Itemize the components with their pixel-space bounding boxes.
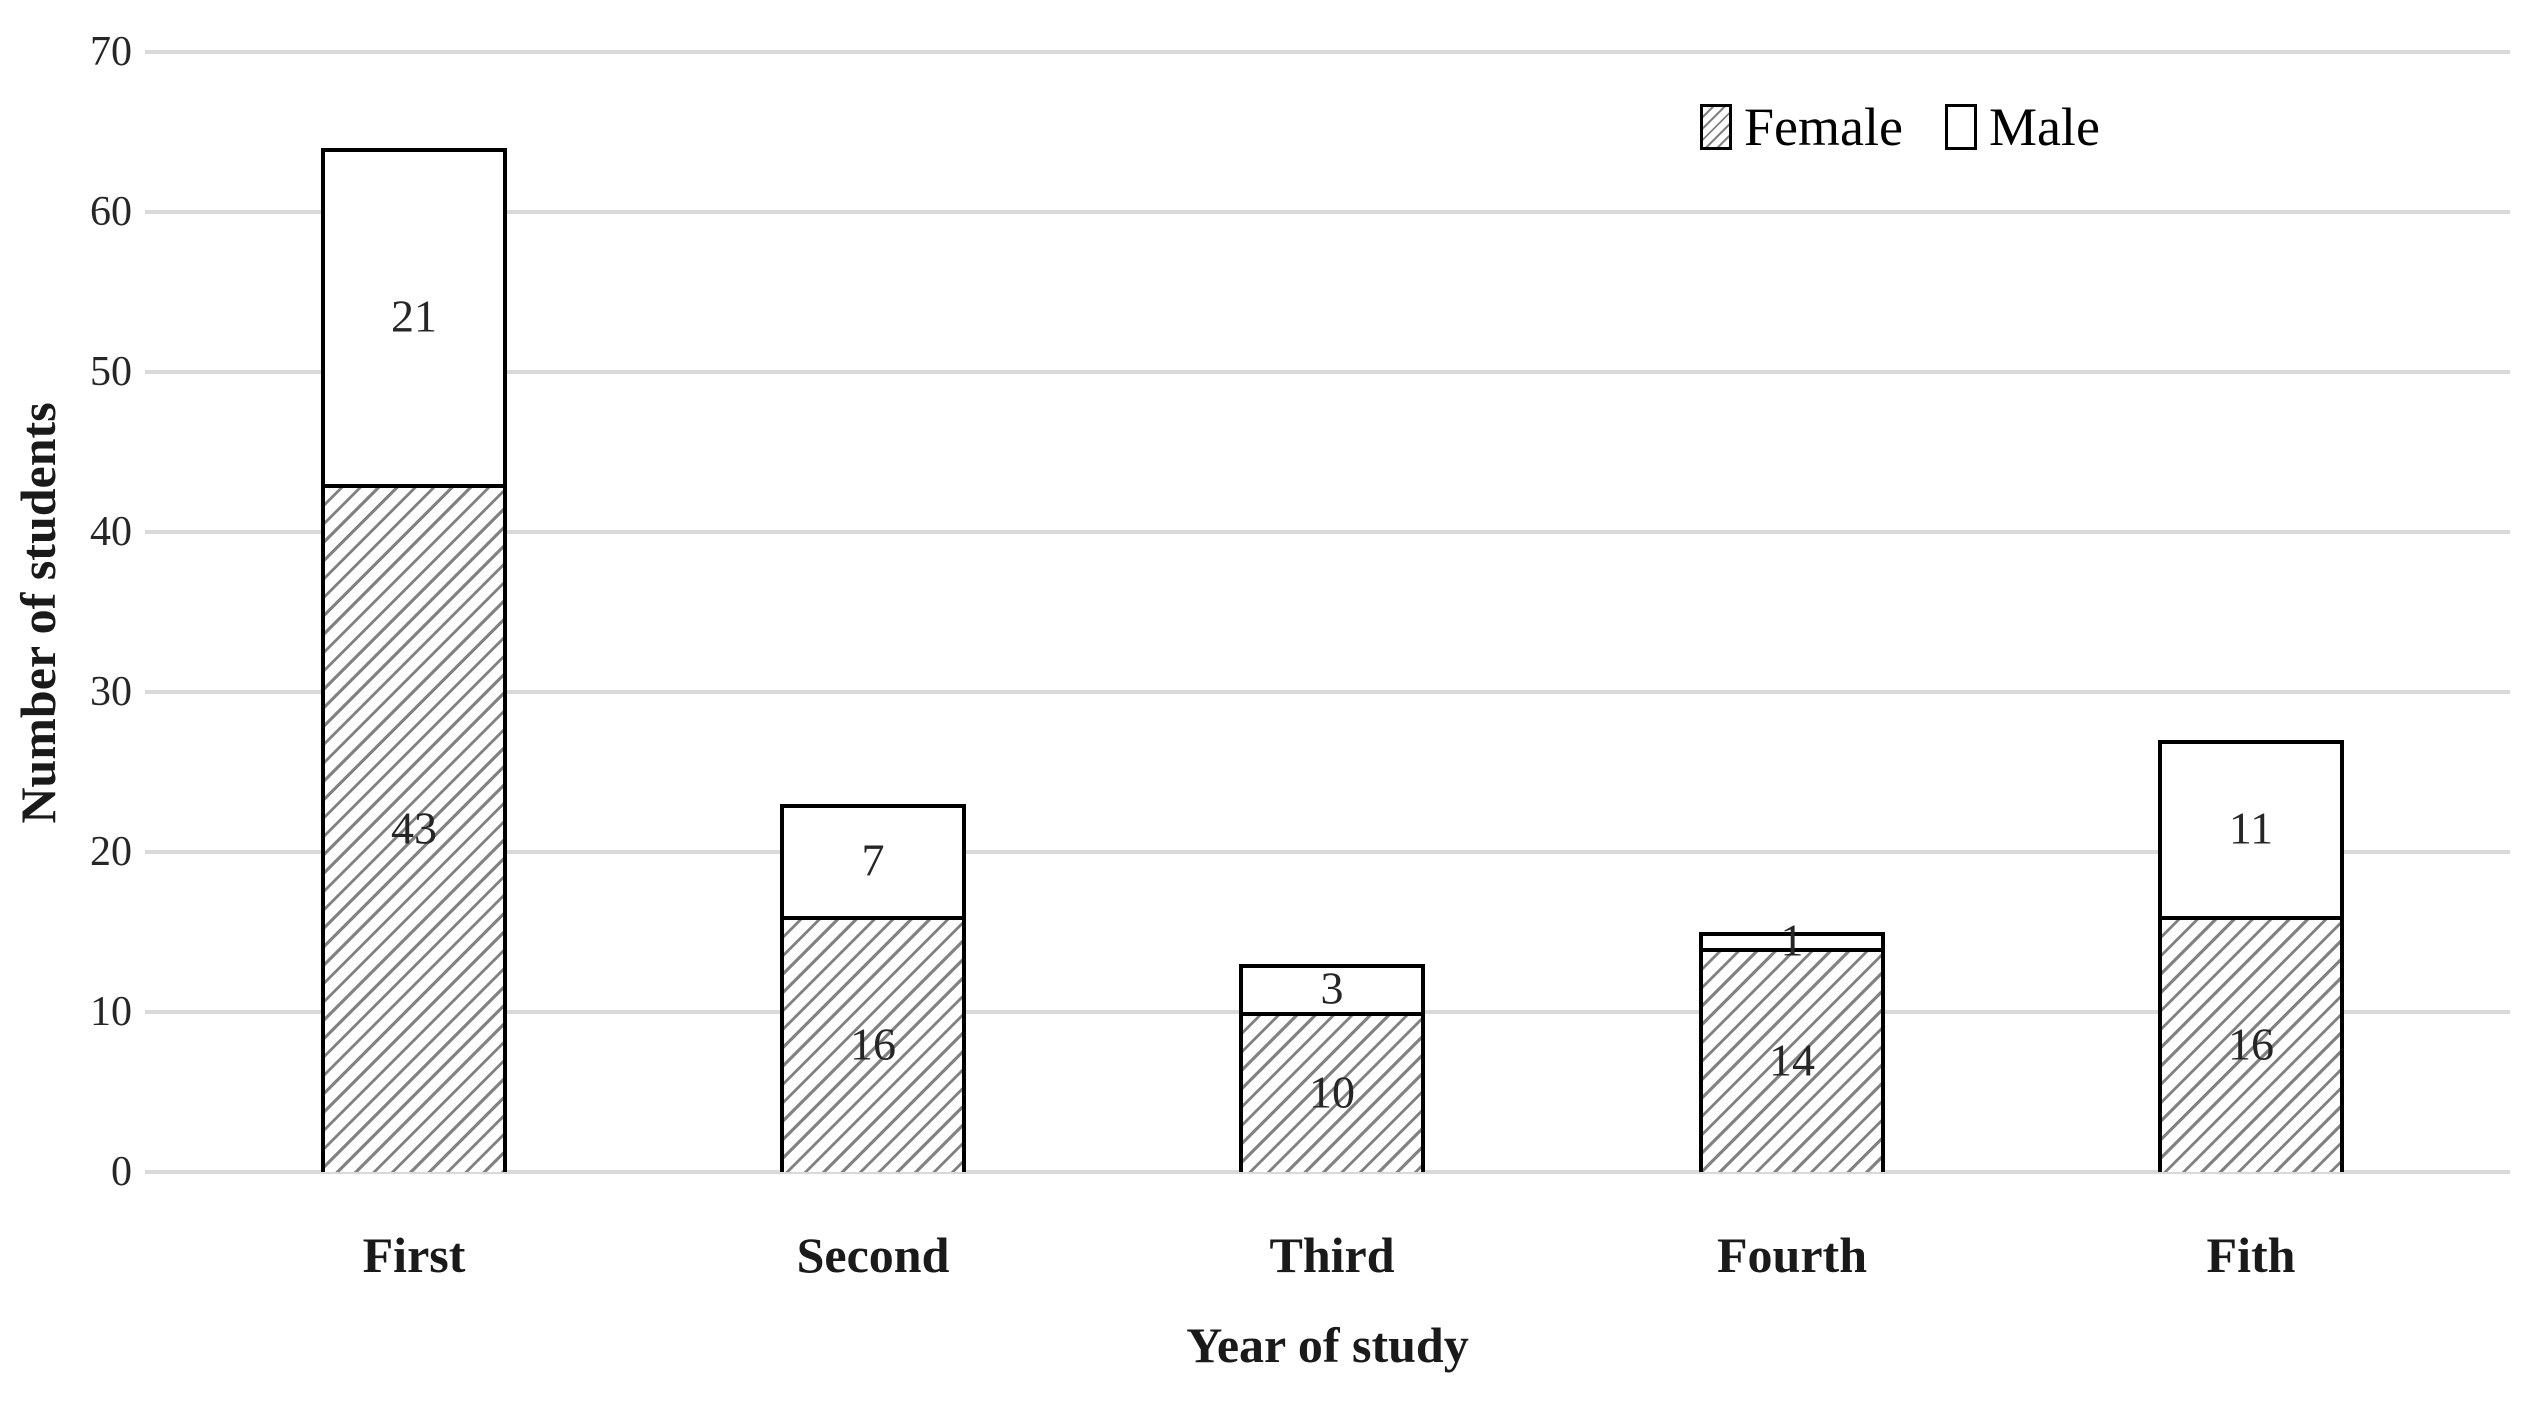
legend-label-male: Male bbox=[1988, 97, 2100, 157]
male-value-label: 3 bbox=[1320, 962, 1344, 1014]
category-label-fith: Fith bbox=[2206, 1227, 2296, 1283]
male-segment bbox=[1699, 932, 1885, 948]
bar-fith bbox=[2158, 740, 2344, 1172]
gridline-70 bbox=[145, 50, 2510, 54]
category-label-fourth: Fourth bbox=[1717, 1227, 1867, 1283]
male-segment bbox=[2158, 740, 2344, 916]
female-value-label: 14 bbox=[1769, 1034, 1815, 1086]
female-segment bbox=[1239, 1012, 1425, 1172]
male-segment bbox=[1239, 964, 1425, 1012]
gridline-50 bbox=[145, 370, 2510, 374]
bar-first bbox=[321, 148, 507, 1172]
legend-item-female: Female bbox=[1700, 96, 1903, 158]
y-tick-label-20: 20 bbox=[90, 829, 132, 875]
gridline-30 bbox=[145, 690, 2510, 694]
x-axis-title: Year of study bbox=[1186, 1317, 1469, 1373]
male-value-label: 7 bbox=[861, 834, 885, 886]
category-label-third: Third bbox=[1269, 1227, 1395, 1283]
female-segment bbox=[780, 916, 966, 1172]
female-hatch-swatch-icon bbox=[1700, 104, 1732, 150]
male-value-label: 11 bbox=[2228, 802, 2274, 854]
male-segment bbox=[780, 804, 966, 916]
male-segment bbox=[321, 148, 507, 484]
female-value-label: 43 bbox=[391, 802, 437, 854]
gridline-0 bbox=[145, 1170, 2510, 1174]
male-value-label: 1 bbox=[1780, 914, 1804, 966]
y-tick-label-30: 30 bbox=[90, 669, 132, 715]
female-segment bbox=[1699, 948, 1885, 1172]
male-value-label: 21 bbox=[391, 290, 437, 342]
bar-fourth bbox=[1699, 932, 1885, 1172]
legend: Female Male bbox=[1700, 96, 2100, 158]
female-segment bbox=[2158, 916, 2344, 1172]
female-value-label: 10 bbox=[1309, 1066, 1355, 1118]
y-tick-label-10: 10 bbox=[90, 989, 132, 1035]
y-tick-label-50: 50 bbox=[90, 349, 132, 395]
female-value-label: 16 bbox=[2228, 1018, 2274, 1070]
legend-item-male: Male bbox=[1944, 96, 2100, 158]
category-label-first: First bbox=[362, 1227, 466, 1283]
bar-third bbox=[1239, 964, 1425, 1172]
y-tick-label-0: 0 bbox=[111, 1149, 132, 1195]
female-segment bbox=[321, 484, 507, 1172]
y-tick-label-60: 60 bbox=[90, 189, 132, 235]
gridline-40 bbox=[145, 530, 2510, 534]
category-label-second: Second bbox=[796, 1227, 950, 1283]
bar-second bbox=[780, 804, 966, 1172]
y-tick-label-40: 40 bbox=[90, 509, 132, 555]
male-white-swatch-icon bbox=[1944, 104, 1977, 150]
gridline-20 bbox=[145, 850, 2510, 854]
y-tick-label-70: 70 bbox=[90, 29, 132, 75]
female-value-label: 16 bbox=[850, 1018, 896, 1070]
gridline-60 bbox=[145, 210, 2510, 214]
legend-label-female: Female bbox=[1744, 97, 1903, 157]
